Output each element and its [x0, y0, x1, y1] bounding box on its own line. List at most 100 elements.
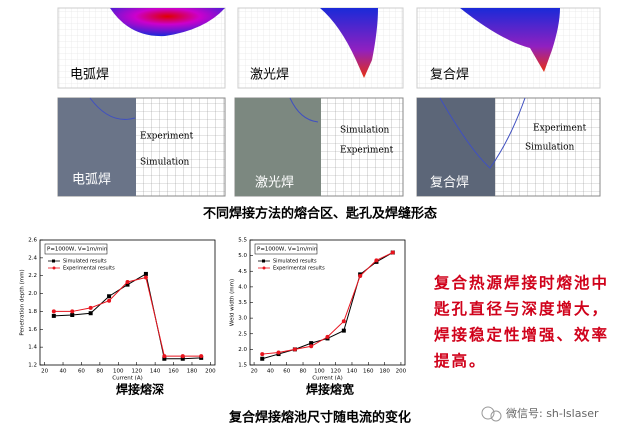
point [70, 313, 75, 317]
panel-label: 电弧焊 [72, 172, 111, 188]
x-tick-label: 180 [187, 369, 198, 375]
legend-marker [52, 266, 56, 270]
series-line [53, 273, 202, 360]
x-axis-label: Current (A) [312, 376, 342, 382]
point [276, 350, 281, 355]
x-tick-label: 80 [300, 369, 307, 375]
caption: 复合焊接熔池尺寸随电流的变化 [228, 410, 411, 426]
x-tick-label: 200 [205, 369, 216, 375]
series-line [53, 276, 202, 357]
panel-label: 电弧焊 [70, 67, 109, 83]
x-tick-label: 100 [113, 369, 124, 375]
annotation: Simulation [140, 158, 190, 168]
x-tick-label: 40 [60, 369, 67, 375]
y-tick-label: 5.5 [238, 238, 247, 244]
chart-caption: 焊接熔深 [116, 382, 164, 397]
point [143, 271, 148, 276]
y-tick-label: 1.2 [28, 363, 37, 369]
y-axis-label: Penetration depth (mm) [20, 269, 26, 335]
y-tick-label: 2.6 [28, 238, 37, 244]
legend-marker [262, 266, 266, 270]
point [88, 311, 93, 316]
y-tick-label: 5.0 [238, 253, 247, 259]
x-tick-label: 60 [283, 369, 290, 375]
simulation-images [57, 7, 601, 89]
x-tick-label: 140 [347, 369, 358, 375]
x-tick-label: 160 [363, 369, 374, 375]
legend-marker [262, 259, 265, 263]
y-tick-label: 1.5 [238, 363, 247, 369]
panel-label: 复合焊 [430, 175, 469, 191]
y-tick-label: 3.0 [238, 316, 247, 322]
micrographs [57, 97, 601, 197]
point [51, 309, 56, 314]
legend-title: P=1000W, V=1m/min [257, 247, 318, 253]
point [107, 294, 112, 299]
point [309, 341, 314, 346]
chart-caption: 焊接熔宽 [306, 382, 354, 397]
y-tick-label: 1.4 [28, 345, 37, 351]
point [341, 319, 346, 324]
annotation: Experiment [533, 124, 587, 134]
y-tick-label: 1.8 [28, 309, 37, 315]
x-tick-label: 100 [314, 369, 325, 375]
point [292, 347, 297, 352]
point [325, 334, 330, 339]
x-tick-label: 140 [150, 369, 161, 375]
x-tick-label: 120 [330, 369, 341, 375]
point [180, 356, 185, 361]
x-tick-label: 160 [168, 369, 179, 375]
legend-marker [52, 259, 55, 263]
x-tick-label: 40 [267, 369, 274, 375]
caption: 不同焊接方法的熔合区、匙孔及焊缝形态 [203, 206, 437, 222]
point [180, 354, 185, 359]
x-tick-label: 120 [131, 369, 142, 375]
point [125, 279, 130, 284]
point [51, 313, 56, 318]
y-tick-label: 4.0 [238, 284, 247, 290]
annotation: Experiment [340, 146, 394, 156]
x-tick-label: 200 [396, 369, 407, 375]
legend-box [44, 243, 108, 255]
point [88, 305, 93, 310]
point [143, 275, 148, 280]
legend-label: Experimental results [63, 266, 115, 272]
point [162, 356, 167, 361]
legend-label: Simulated results [273, 259, 317, 265]
y-tick-label: 3.5 [238, 300, 247, 306]
x-tick-label: 60 [78, 369, 85, 375]
point [341, 328, 346, 333]
y-tick-label: 2.0 [28, 291, 37, 297]
point [374, 258, 379, 263]
legend-label: Experimental results [273, 266, 325, 272]
legend-label: Simulated results [63, 259, 107, 265]
annotation: Experiment [140, 132, 194, 142]
point [358, 273, 363, 278]
y-tick-label: 2.5 [238, 331, 247, 337]
point [390, 250, 395, 255]
y-tick-label: 2.4 [28, 255, 37, 261]
point [260, 352, 265, 357]
panel-label: 激光焊 [255, 175, 294, 191]
point [199, 354, 204, 359]
watermark-icon [481, 406, 502, 422]
x-tick-label: 80 [96, 369, 103, 375]
legend-title: P=1000W, V=1m/min [47, 247, 108, 253]
y-tick-label: 4.5 [238, 269, 247, 275]
point [309, 344, 314, 349]
annotation: Simulation [525, 143, 575, 153]
legend-box [254, 243, 318, 255]
y-axis-label: Weld width (mm) [230, 279, 236, 326]
x-axis-label: Current (A) [112, 376, 142, 382]
annotation: Simulation [340, 126, 390, 136]
point [125, 282, 130, 287]
y-tick-label: 1.6 [28, 327, 37, 333]
x-tick-label: 180 [379, 369, 390, 375]
panel-label: 激光焊 [250, 67, 289, 83]
point [70, 309, 75, 314]
plot-frame [39, 239, 216, 366]
x-tick-label: 20 [41, 369, 48, 375]
point [162, 354, 167, 359]
